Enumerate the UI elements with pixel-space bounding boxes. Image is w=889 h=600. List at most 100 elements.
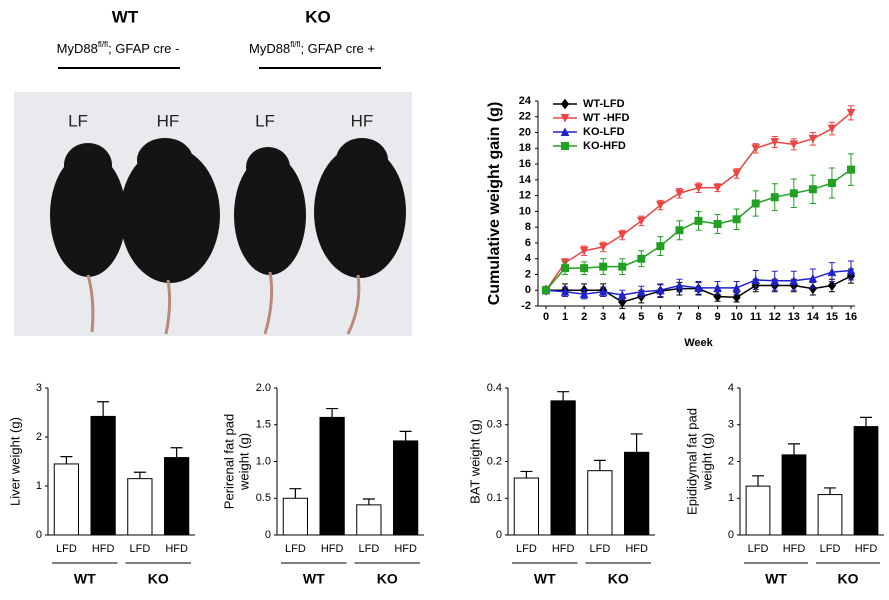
x-tick-label: 1 [562, 311, 568, 323]
y-tick-label: 12 [519, 190, 531, 202]
marker [579, 289, 589, 299]
x-tick-label: LFD [748, 543, 769, 555]
bar [319, 416, 345, 536]
group-label: WT [765, 571, 787, 587]
x-tick-label: 11 [750, 311, 762, 323]
error-bar [593, 459, 606, 471]
error-bar [399, 430, 412, 441]
y-tick-label: 2.0 [256, 382, 271, 394]
marker [598, 242, 608, 252]
x-tick-label: LFD [56, 543, 77, 555]
x-tick-label: HFD [855, 543, 878, 555]
x-tick-label: HFD [552, 543, 575, 555]
marker [751, 199, 760, 208]
group-heading: WT [112, 7, 139, 26]
x-tick-label: LFD [129, 543, 150, 555]
marker [846, 265, 856, 275]
y-axis-label: Perirenal fat pad [221, 414, 236, 509]
marker [732, 292, 741, 303]
marker [713, 183, 722, 193]
x-tick-label: 14 [807, 311, 820, 323]
x-tick-label: HFD [394, 543, 417, 555]
y-tick-label: 18 [519, 142, 531, 154]
bar [550, 400, 576, 536]
group-heading: KO [305, 7, 331, 26]
error-bar [170, 447, 183, 458]
y-tick-label: 20 [519, 126, 531, 138]
group-label: WT [74, 571, 96, 587]
y-tick-label: 3 [36, 382, 42, 394]
bar [53, 463, 80, 536]
error-bar [362, 498, 375, 505]
y-tick-label: 0.1 [487, 492, 502, 504]
y-tick-label: 0 [496, 529, 502, 541]
legend-marker [561, 142, 569, 150]
bar [587, 470, 613, 536]
bar [623, 451, 650, 536]
marker [542, 286, 550, 295]
x-tick-label: 8 [695, 311, 701, 323]
y-tick-label: -2 [521, 300, 531, 312]
marker [656, 285, 665, 295]
y-tick-label: 0 [265, 529, 271, 541]
y-tick-label: 0 [36, 529, 42, 541]
x-tick-label: HFD [625, 543, 648, 555]
y-axis-label: Liver weight (g) [7, 417, 22, 506]
error-bar [133, 471, 146, 479]
y-tick-label: 6 [525, 237, 531, 249]
marker [789, 276, 799, 285]
x-tick-label: 10 [731, 311, 743, 323]
marker [846, 108, 856, 118]
marker [713, 220, 722, 228]
marker [827, 179, 836, 187]
y-tick-label: 0.3 [487, 419, 502, 431]
y-tick-label: 0.5 [256, 492, 271, 504]
marker [694, 183, 703, 193]
bar [356, 504, 382, 536]
error-bar [630, 433, 643, 453]
marker [637, 287, 646, 296]
x-tick-label: 6 [657, 311, 663, 323]
y-tick-label: 24 [519, 95, 532, 107]
legend-label: WT-LFD [583, 98, 625, 110]
marker [751, 144, 760, 153]
error-bar [520, 470, 533, 479]
bar [513, 477, 540, 536]
x-tick-label: 13 [788, 311, 800, 323]
y-tick-label: 1.5 [256, 419, 271, 431]
marker [579, 246, 589, 256]
y-axis-label: weight (g) [699, 433, 714, 491]
y-tick-label: 1 [728, 492, 734, 504]
x-tick-label: 2 [581, 311, 587, 323]
y-tick-label: 8 [525, 221, 531, 233]
x-tick-label: LFD [285, 543, 306, 555]
mouse-label: LF [255, 111, 275, 130]
marker [732, 215, 741, 224]
marker [618, 262, 627, 271]
x-tick-label: 5 [638, 311, 644, 323]
group-label: KO [608, 571, 629, 587]
bar [90, 415, 116, 536]
y-tick-label: 22 [519, 111, 531, 123]
marker [617, 231, 627, 240]
x-tick-label: 15 [826, 311, 838, 323]
marker [713, 283, 722, 292]
x-tick-label: 12 [769, 311, 781, 323]
marker [560, 287, 570, 296]
legend-marker [560, 114, 570, 123]
cre: ; GFAP cre + [300, 41, 375, 56]
group-label: WT [303, 571, 325, 587]
marker [827, 267, 837, 277]
group-label: KO [377, 571, 398, 587]
marker [751, 275, 760, 284]
error-bar [326, 407, 339, 418]
marker [599, 262, 608, 271]
x-tick-label: LFD [358, 543, 379, 555]
marker [808, 283, 818, 294]
bar [392, 440, 419, 536]
bar [745, 485, 771, 536]
mouse-label: LF [68, 111, 88, 130]
error-bar [752, 475, 764, 487]
y-axis-label: Epididymal fat pad [684, 408, 699, 515]
y-tick-label: 14 [519, 174, 532, 186]
